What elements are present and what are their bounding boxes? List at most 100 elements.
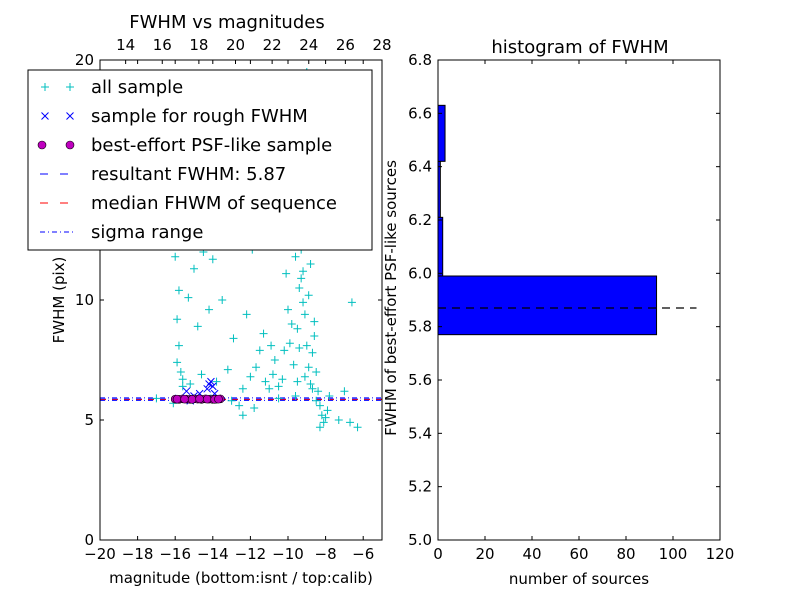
all-sample-point bbox=[346, 418, 355, 427]
all-sample-point bbox=[295, 284, 304, 292]
x-tick-label: −10 bbox=[272, 545, 304, 563]
top-tick-label: 28 bbox=[372, 36, 391, 54]
scatter-points bbox=[152, 68, 362, 432]
all-sample-point bbox=[174, 286, 183, 295]
all-sample-point bbox=[274, 394, 283, 403]
histogram-bars bbox=[437, 104, 658, 336]
hist-x-tick-label: 80 bbox=[616, 545, 635, 563]
scatter-panel: −20 −18 −16 −14 −12 −10 −8 −6 14 16 18 20 22 24 26 28 … bbox=[27, 12, 392, 587]
x-tick-label: −12 bbox=[235, 545, 267, 563]
all-sample-point bbox=[212, 377, 221, 386]
all-sample-point bbox=[312, 368, 321, 376]
all-sample-point bbox=[291, 252, 300, 261]
all-sample-point bbox=[242, 310, 251, 319]
all-sample-point bbox=[259, 329, 268, 338]
legend-label-psf-sample: best-effort PSF-like sample bbox=[91, 135, 332, 156]
all-sample-point bbox=[302, 341, 311, 350]
all-sample-point bbox=[287, 320, 296, 328]
all-sample-point bbox=[312, 396, 321, 405]
psf-sample-point bbox=[214, 394, 223, 404]
all-sample-point bbox=[304, 363, 313, 372]
hist-y-tick-label: 5.2 bbox=[408, 478, 432, 496]
all-sample-point bbox=[299, 298, 308, 307]
all-sample-point bbox=[334, 416, 343, 424]
all-sample-point bbox=[347, 298, 356, 307]
hist-y-tick-label: 6.4 bbox=[408, 158, 432, 176]
legend-marker-all-sample bbox=[41, 83, 49, 91]
all-sample-point bbox=[285, 339, 294, 348]
scatter-top-ticks: 14 16 18 20 22 24 26 28 bbox=[116, 36, 392, 64]
rough-sample-point bbox=[208, 382, 217, 391]
legend-marker-rough-sample bbox=[41, 112, 49, 120]
all-sample-point bbox=[319, 418, 328, 427]
legend-label-resultant-fwhm: resultant FWHM: 5.87 bbox=[91, 164, 286, 185]
hist-x-tick-label: 20 bbox=[475, 545, 494, 563]
histogram-x-ticks: 0 20 40 60 80 100 120 bbox=[433, 60, 734, 563]
histogram-title: histogram of FWHM bbox=[491, 37, 668, 58]
x-tick-label: −14 bbox=[197, 545, 229, 563]
legend-label-all-sample: all sample bbox=[91, 77, 183, 98]
histogram-panel: 0 20 40 60 80 100 120 5.0 5.2 5.4 5.6 5.8 6.0 6.2 6.4… bbox=[382, 37, 734, 588]
legend-label-median-fwhm: median FHWM of sequence bbox=[91, 193, 337, 214]
all-sample-point bbox=[291, 392, 300, 400]
hist-x-tick-label: 40 bbox=[522, 545, 541, 563]
hist-x-tick-label: 60 bbox=[569, 545, 588, 563]
all-sample-point bbox=[261, 377, 270, 386]
all-sample-point bbox=[282, 269, 291, 278]
all-sample-point bbox=[265, 384, 274, 393]
all-sample-point bbox=[208, 255, 217, 264]
histogram-y-ticks: 5.0 5.2 5.4 5.6 5.8 6.0 6.2 6.4 6.6 6.8 bbox=[408, 51, 720, 549]
histogram-x-label: number of sources bbox=[509, 570, 649, 588]
legend-label-sigma-range: sigma range bbox=[91, 222, 203, 243]
all-sample-point bbox=[235, 401, 244, 410]
all-sample-point bbox=[270, 356, 279, 364]
all-sample-point bbox=[293, 324, 302, 333]
scatter-x-ticks: −20 −18 −16 −14 −12 −10 −8 −6 bbox=[84, 60, 374, 563]
all-sample-point bbox=[173, 358, 182, 367]
all-sample-point bbox=[178, 382, 187, 391]
top-tick-label: 24 bbox=[299, 36, 318, 54]
all-sample-point bbox=[310, 332, 319, 340]
legend-markers bbox=[37, 83, 76, 233]
all-sample-point bbox=[314, 387, 323, 396]
all-sample-point bbox=[223, 365, 232, 374]
top-tick-label: 18 bbox=[189, 36, 208, 54]
all-sample-point bbox=[218, 296, 227, 304]
rough-sample-point bbox=[203, 384, 212, 393]
all-sample-point bbox=[176, 368, 185, 376]
scatter-x-label: magnitude (bottom:isnt / top:calib) bbox=[109, 569, 373, 587]
all-sample-point bbox=[293, 377, 302, 386]
all-sample-point bbox=[308, 384, 317, 393]
hist-y-tick-label: 5.8 bbox=[408, 318, 432, 336]
hist-x-tick-label: 120 bbox=[706, 545, 735, 563]
all-sample-point bbox=[299, 267, 308, 276]
x-tick-label: −20 bbox=[84, 545, 116, 563]
all-sample-point bbox=[308, 348, 317, 357]
scatter-y-ticks: 0 5 10 20 bbox=[75, 51, 382, 549]
all-sample-point bbox=[321, 413, 330, 422]
hist-y-tick-label: 6.0 bbox=[408, 264, 432, 282]
all-sample-point bbox=[190, 264, 198, 273]
y-tick-label: 20 bbox=[75, 51, 94, 69]
histogram-bar bbox=[437, 275, 658, 336]
legend-marker-rough-sample bbox=[66, 112, 74, 120]
all-sample-point bbox=[280, 346, 289, 355]
all-sample-point bbox=[295, 344, 304, 352]
all-sample-point bbox=[284, 305, 292, 314]
rough-sample-point bbox=[207, 377, 215, 386]
x-tick-label: −16 bbox=[159, 545, 191, 563]
scatter-y-label: FWHM (pix) bbox=[50, 257, 68, 344]
scatter-title: FWHM vs magnitudes bbox=[129, 12, 324, 33]
all-sample-point bbox=[297, 274, 306, 283]
all-sample-point bbox=[238, 411, 247, 420]
all-sample-point bbox=[268, 370, 277, 379]
all-sample-point bbox=[184, 293, 193, 302]
all-sample-point bbox=[353, 423, 362, 432]
all-sample-point bbox=[252, 363, 261, 372]
y-tick-label: 5 bbox=[84, 411, 94, 429]
all-sample-point bbox=[227, 396, 236, 405]
hist-y-tick-label: 5.4 bbox=[408, 424, 432, 442]
histogram-y-label: FWHM of best-effort PSF-like sources bbox=[382, 160, 400, 436]
all-sample-point bbox=[173, 315, 182, 324]
